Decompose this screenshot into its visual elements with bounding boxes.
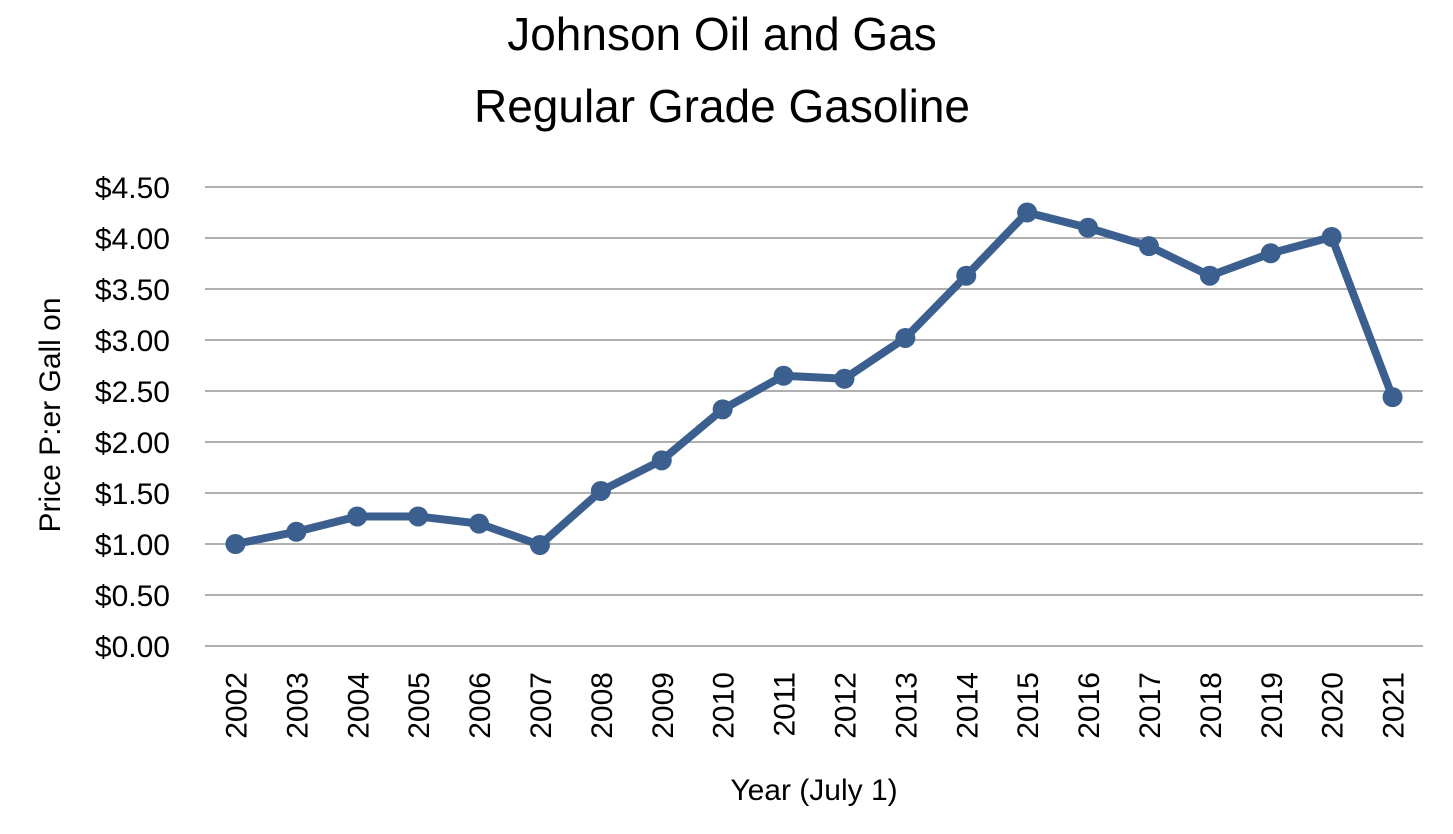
x-tick-label: 2012 xyxy=(829,672,862,739)
gridlines xyxy=(205,186,1423,647)
data-point xyxy=(1138,236,1159,257)
x-tick-label: 2004 xyxy=(342,672,375,739)
data-point xyxy=(1078,217,1099,238)
y-tick-label: $2.50 xyxy=(95,376,170,409)
x-tick-label: 2019 xyxy=(1256,672,1289,739)
x-tick-label: 2011 xyxy=(769,672,802,737)
data-point xyxy=(286,521,307,542)
series-line xyxy=(231,208,1397,550)
x-axis-tick-labels: 2002 2003 2004 2005 2006 2007 2008 2009 2010 2011… xyxy=(220,672,1410,739)
data-point xyxy=(529,535,550,556)
data-point xyxy=(834,368,855,389)
x-tick-label: 2009 xyxy=(647,672,680,739)
y-tick-label: $0.50 xyxy=(95,580,170,613)
data-point xyxy=(225,534,246,554)
x-tick-label: 2008 xyxy=(586,672,619,739)
x-tick-label: 2005 xyxy=(403,672,436,739)
data-point xyxy=(651,450,672,471)
x-tick-label: 2018 xyxy=(1195,672,1228,739)
x-tick-label: 2003 xyxy=(281,672,314,739)
data-point xyxy=(590,480,611,501)
chart-title-line-1: Johnson Oil and Gas xyxy=(507,8,937,60)
y-tick-label: $0.00 xyxy=(95,631,170,664)
data-point xyxy=(1382,387,1403,408)
data-point xyxy=(773,365,794,386)
series-line-group xyxy=(225,202,1403,556)
x-tick-label: 2006 xyxy=(464,672,497,739)
data-point xyxy=(408,506,429,527)
y-axis-tick-labels: $0.00 $0.50 $1.00 $1.50 $2.00 $2.50 $3.00 $3.50… xyxy=(95,172,170,664)
x-tick-label: 2014 xyxy=(951,672,984,739)
y-tick-label: $3.50 xyxy=(95,274,170,307)
data-point xyxy=(1199,265,1220,286)
chart-title: Johnson Oil and Gas Regular Grade Gasoli… xyxy=(474,8,970,132)
x-tick-label: 2013 xyxy=(890,672,923,739)
data-point xyxy=(469,513,490,534)
x-axis-title: Year (July 1) xyxy=(730,774,897,807)
data-point xyxy=(1321,226,1342,247)
data-point xyxy=(895,327,916,348)
chart-title-line-2: Regular Grade Gasoline xyxy=(474,80,970,132)
y-tick-label: $1.50 xyxy=(95,478,170,511)
x-tick-label: 2016 xyxy=(1073,672,1106,739)
x-tick-label: 2015 xyxy=(1012,672,1045,739)
data-point xyxy=(1260,243,1281,264)
x-tick-label: 2021 xyxy=(1378,672,1411,739)
x-tick-label: 2010 xyxy=(708,672,741,739)
data-point xyxy=(712,399,733,420)
data-point xyxy=(1017,202,1038,223)
x-tick-label: 2017 xyxy=(1134,672,1167,739)
x-tick-label: 2007 xyxy=(525,672,558,739)
data-point xyxy=(956,265,977,286)
y-tick-label: $4.50 xyxy=(95,172,170,205)
y-tick-label: $2.00 xyxy=(95,427,170,460)
x-tick-label: 2002 xyxy=(220,672,253,739)
y-tick-label: $1.00 xyxy=(95,529,170,562)
y-tick-label: $4.00 xyxy=(95,223,170,256)
data-point xyxy=(347,506,368,527)
x-tick-label: 2020 xyxy=(1317,672,1350,739)
y-tick-label: $3.00 xyxy=(95,325,170,358)
y-axis-title: Price P:er Gall on xyxy=(34,297,67,532)
